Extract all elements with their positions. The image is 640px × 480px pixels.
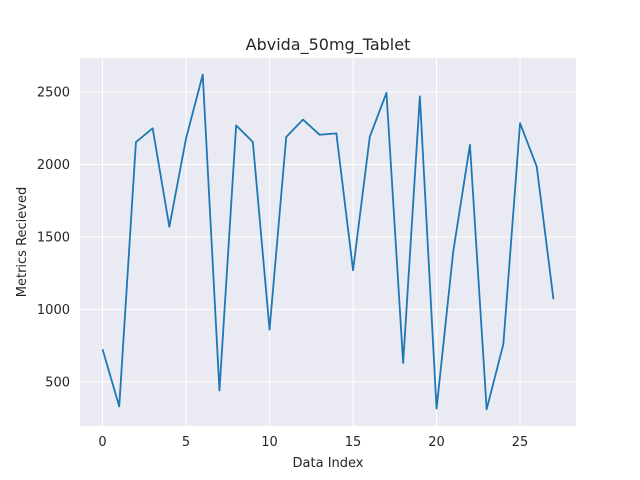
y-tick-label: 2500 [37,86,70,101]
y-axis: 500 1000 1500 2000 2500 [37,86,70,391]
x-tick-label: 25 [512,435,529,450]
plot-area [80,58,576,426]
x-tick-label: 10 [261,435,278,450]
x-tick-label: 20 [428,435,445,450]
y-tick-label: 1000 [37,303,70,318]
x-axis: 0 5 10 15 20 25 [98,435,528,450]
grid [80,58,576,426]
x-tick-label: 15 [345,435,362,450]
line-layer [101,73,555,411]
series-line [101,73,555,411]
chart-title: Abvida_50mg_Tablet [246,35,411,55]
y-tick-label: 2000 [37,158,70,173]
x-tick-label: 0 [98,435,106,450]
y-tick-label: 500 [45,375,70,390]
y-tick-label: 1500 [37,230,70,245]
x-tick-label: 5 [182,435,190,450]
x-axis-label: Data Index [293,456,364,471]
y-axis-label: Metrics Recieved [15,187,30,297]
